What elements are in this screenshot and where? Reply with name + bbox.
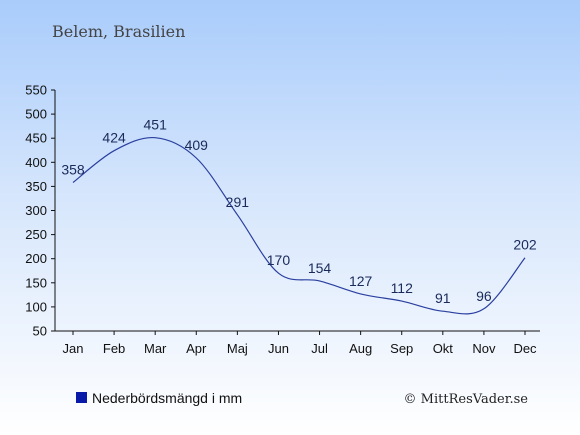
y-tick-label: 350 <box>25 179 47 194</box>
x-tick-label: Mar <box>144 341 167 356</box>
y-tick-label: 400 <box>25 155 47 170</box>
y-ticks: 50 100 150 200 250 300 350 400 450 500 550 <box>25 83 55 339</box>
data-label: 154 <box>308 260 332 276</box>
axes <box>54 90 540 332</box>
y-tick-label: 300 <box>25 203 47 218</box>
data-labels: 358 424 451 409 291 170 154 127 112 91 96 202 <box>61 117 537 307</box>
y-tick-label: 250 <box>25 227 47 242</box>
data-label: 409 <box>185 137 209 153</box>
y-tick-label: 450 <box>25 131 47 146</box>
series-line-precipitation <box>72 137 526 315</box>
y-tick-label: 500 <box>25 107 47 122</box>
data-label: 91 <box>435 290 451 306</box>
x-tick-label: Maj <box>227 341 248 356</box>
y-tick-label: 150 <box>25 275 47 290</box>
data-label: 291 <box>226 194 250 210</box>
x-tick-label: Dec <box>513 341 537 356</box>
data-label: 358 <box>61 162 85 178</box>
data-label: 424 <box>102 130 126 146</box>
legend: Nederbördsmängd i mm <box>76 390 242 406</box>
data-label: 170 <box>267 252 291 268</box>
legend-swatch <box>76 392 87 403</box>
y-tick-label: 100 <box>25 299 47 314</box>
data-label: 96 <box>476 288 492 304</box>
x-tick-label: Aug <box>349 341 372 356</box>
credit-text: © MittResVader.se <box>404 392 529 407</box>
x-tick-label: Apr <box>186 341 207 356</box>
x-tick-label: Feb <box>103 341 125 356</box>
data-label: 202 <box>513 237 537 253</box>
x-tick-label: Sep <box>390 341 413 356</box>
data-label: 451 <box>144 117 168 133</box>
x-tick-label: Jul <box>311 341 328 356</box>
x-tick-label: Jan <box>63 341 84 356</box>
x-ticks: Jan Feb Mar Apr Maj Jun Jul Aug Sep Okt Nov Dec <box>63 331 537 356</box>
legend-label: Nederbördsmängd i mm <box>92 390 242 406</box>
x-tick-label: Okt <box>433 341 454 356</box>
y-tick-label: 550 <box>25 83 47 98</box>
x-tick-label: Nov <box>472 341 496 356</box>
y-tick-label: 50 <box>33 324 47 339</box>
data-label: 127 <box>349 273 373 289</box>
y-tick-label: 200 <box>25 251 47 266</box>
x-tick-label: Jun <box>268 341 289 356</box>
data-label: 112 <box>391 280 414 296</box>
chart-title: Belem, Brasilien <box>52 22 185 41</box>
